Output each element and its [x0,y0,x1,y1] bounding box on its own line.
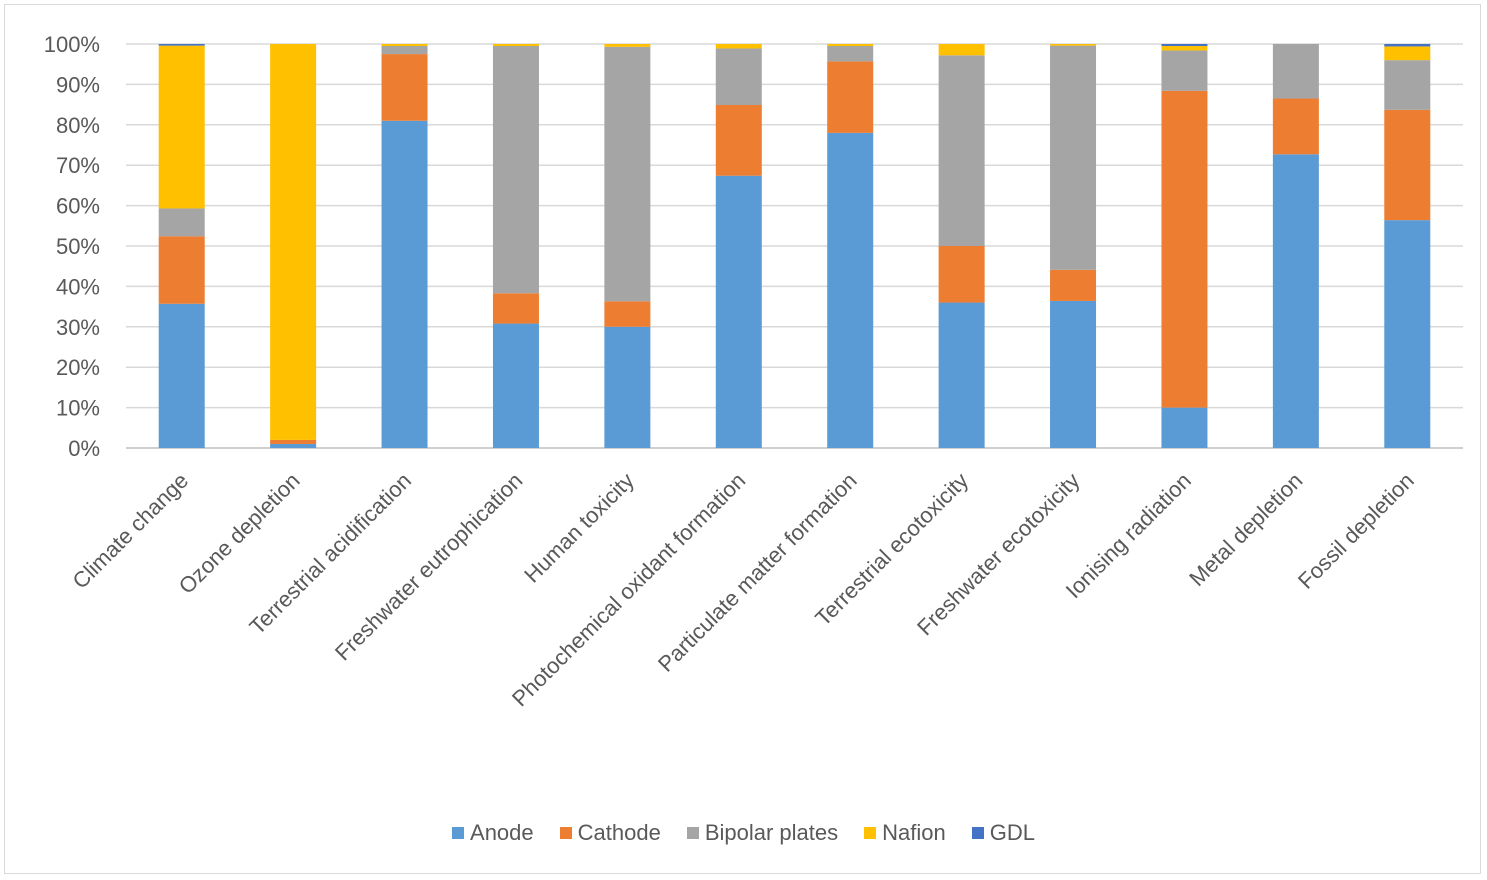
legend-swatch [559,827,572,839]
bar-segment-bipolar-plates [604,46,651,302]
bar-segment-bipolar-plates [1384,60,1431,110]
x-tick-label: Freshwater eutrophication [330,468,528,666]
bar-segment-anode [1384,220,1431,448]
bar-segment-bipolar-plates [715,48,762,106]
bar-segment-bipolar-plates [492,46,539,294]
bar-segment-nafion [827,44,874,47]
legend-swatch [971,827,984,839]
bar-segment-nafion [715,44,762,49]
bar-segment-cathode [827,61,874,133]
legend-label: Cathode [577,820,661,845]
bar-segment-cathode [1161,90,1208,408]
legend-item: Anode [452,820,534,846]
bar-segment-gdl [158,44,205,46]
bar-segment-cathode [604,301,651,327]
legend-label: Nafion [882,820,946,845]
y-tick-label: 30% [56,315,100,340]
y-tick-label: 60% [56,194,100,219]
bar-segment-anode [381,120,428,448]
y-tick-label: 40% [56,274,100,299]
bar-segment-anode [938,302,985,448]
bar-segment-cathode [938,246,985,303]
bar-segment-bipolar-plates [1272,44,1319,99]
bar-segment-nafion [938,44,985,56]
x-tick-label: Human toxicity [519,468,639,588]
y-tick-label: 100% [44,32,100,57]
bar-segment-nafion [604,44,651,47]
y-tick-label: 90% [56,72,100,97]
y-tick-label: 20% [56,355,100,380]
bar-segment-anode [715,175,762,449]
bar-segment-anode [827,132,874,448]
bar-segment-gdl [1161,44,1208,47]
bar-segment-cathode [1272,98,1319,155]
legend-item: Bipolar plates [686,820,839,846]
chart-legend: Anode Cathode Bipolar plates Nafion GDL [0,820,1487,846]
bar-segment-bipolar-plates [1161,50,1208,91]
bar-segment-cathode [715,105,762,176]
legend-swatch [452,827,465,839]
x-tick-label: Fossil depletion [1293,468,1419,594]
legend-item: GDL [971,820,1035,846]
bar-segment-cathode [158,236,205,304]
y-tick-label: 70% [56,153,100,178]
bar-segment-anode [158,303,205,448]
legend-item: Nafion [864,820,946,846]
legend-swatch [864,827,877,839]
bar-segment-cathode [1050,269,1097,301]
bar-segment-cathode [381,54,428,121]
bar-segment-nafion [381,44,428,47]
bar-segment-anode [1272,154,1319,449]
bar-segment-bipolar-plates [827,46,874,62]
x-tick-label: Metal depletion [1184,468,1307,591]
bar-segment-anode [1161,407,1208,448]
y-tick-label: 50% [56,234,100,259]
legend-swatch [686,827,699,839]
bar-segment-nafion [1384,46,1431,61]
legend-label: Anode [470,820,534,845]
bar-segment-cathode [1384,109,1431,221]
y-tick-label: 0% [68,436,100,461]
bar-segment-cathode [270,439,317,444]
bar-segment-anode [492,323,539,448]
bar-segment-bipolar-plates [938,55,985,247]
bar-segment-bipolar-plates [1050,45,1097,270]
bar-segment-nafion [492,44,539,47]
legend-label: GDL [989,820,1035,845]
bar-segment-gdl [1384,44,1431,47]
y-tick-label: 80% [56,113,100,138]
x-tick-label: Photochemical oxidant formation [507,468,750,711]
legend-item: Cathode [559,820,661,846]
bar-segment-nafion [158,45,205,209]
bar-segment-bipolar-plates [158,208,205,237]
bar-segment-nafion [270,44,317,440]
bar-segment-nafion [1161,46,1208,51]
y-tick-label: 10% [56,396,100,421]
bar-segment-anode [270,443,317,448]
bar-segment-bipolar-plates [381,46,428,55]
bar-segment-nafion [1050,44,1097,46]
bar-segment-anode [604,326,651,448]
x-tick-label: Ozone depletion [174,468,305,599]
legend-label: Bipolar plates [704,820,839,845]
bar-segment-cathode [492,293,539,324]
x-tick-label: Particulate matter formation [653,468,862,677]
bar-segment-anode [1050,300,1097,448]
x-tick-label: Climate change [67,468,193,594]
